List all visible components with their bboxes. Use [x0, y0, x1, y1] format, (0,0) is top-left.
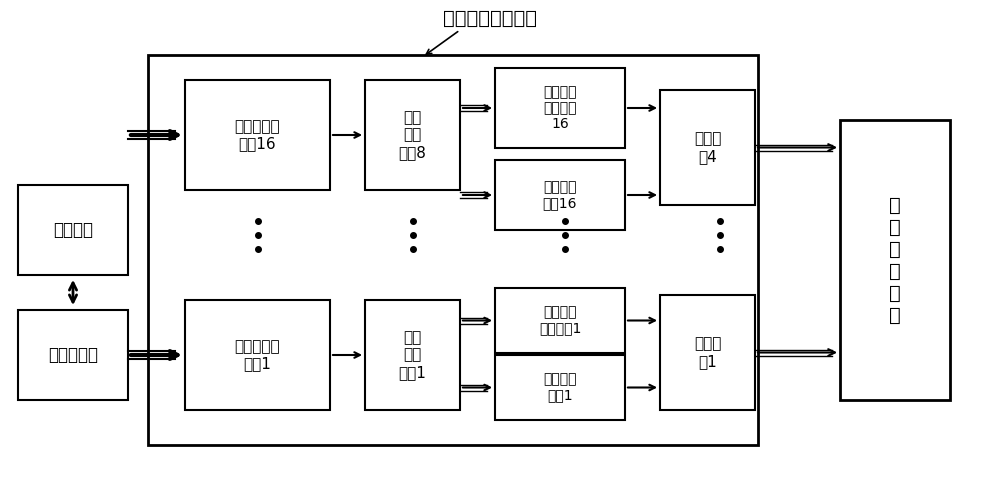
Bar — [660, 90, 755, 205]
Text: 比特平面编码模块: 比特平面编码模块 — [443, 8, 537, 27]
Bar — [495, 160, 625, 230]
Bar — [18, 185, 128, 275]
Text: 编码选项
计算模块
16: 编码选项 计算模块 16 — [543, 85, 577, 131]
Bar — [495, 68, 625, 148]
Text: 编码选项
计算模块1: 编码选项 计算模块1 — [539, 305, 581, 336]
Text: 位置存储器: 位置存储器 — [48, 346, 98, 364]
Bar — [495, 288, 625, 353]
Bar — [185, 80, 330, 190]
Text: 双端口存
储器1: 双端口存 储器1 — [543, 372, 577, 403]
Text: 熵编码
器1: 熵编码 器1 — [694, 336, 721, 369]
Text: 熵编码
器4: 熵编码 器4 — [694, 131, 721, 163]
Bar — [660, 295, 755, 410]
Bar — [148, 55, 758, 445]
Bar — [840, 120, 950, 400]
Text: 符号
映射
模块1: 符号 映射 模块1 — [399, 330, 426, 380]
Text: 双端口存
储器16: 双端口存 储器16 — [543, 180, 577, 210]
Text: 系数字生成
模块16: 系数字生成 模块16 — [235, 119, 280, 151]
Bar — [495, 355, 625, 420]
Text: 码
流
组
织
模
块: 码 流 组 织 模 块 — [889, 196, 901, 325]
Text: 系数字生成
模块1: 系数字生成 模块1 — [235, 339, 280, 371]
Bar — [365, 80, 460, 190]
Bar — [18, 310, 128, 400]
Bar — [185, 300, 330, 410]
Text: 符号
映射
模块8: 符号 映射 模块8 — [399, 110, 426, 160]
Text: 扫描模块: 扫描模块 — [53, 221, 93, 239]
Bar — [365, 300, 460, 410]
